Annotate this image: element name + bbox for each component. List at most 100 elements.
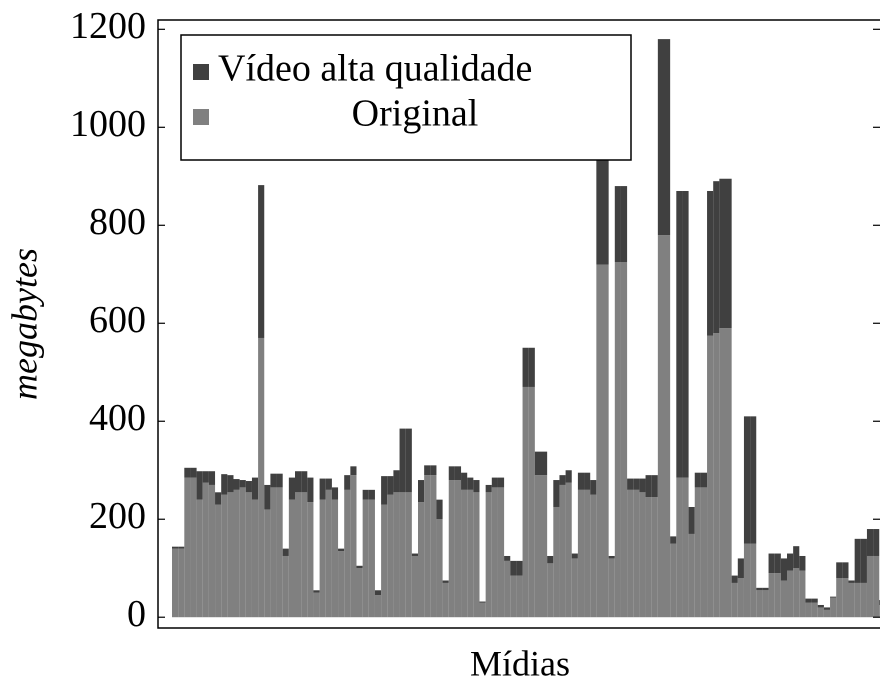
bar-segment	[848, 580, 855, 583]
bar-segment	[762, 587, 769, 591]
bar-segment	[504, 555, 511, 561]
bar-segment	[571, 558, 578, 618]
bar-segment	[424, 465, 431, 476]
bar-segment	[719, 178, 726, 329]
bar-segment	[719, 328, 726, 618]
bar-segment	[276, 487, 283, 618]
bar-segment	[399, 428, 406, 493]
y-tick-label: 600	[89, 299, 146, 341]
bar-segment	[756, 590, 763, 618]
bar-segment	[319, 499, 326, 618]
bar-segment	[172, 546, 179, 549]
bar-segment	[768, 573, 775, 618]
bar-segment	[541, 475, 548, 618]
bar-segment	[368, 489, 375, 500]
bar-segment	[866, 529, 874, 556]
bar-segment	[467, 489, 474, 618]
bar-segment	[258, 185, 265, 338]
bar-segment	[805, 602, 812, 618]
bar-segment	[774, 573, 781, 618]
bar-segment	[479, 602, 486, 618]
y-tick-label: 800	[89, 201, 146, 243]
bar-segment	[866, 555, 874, 618]
bar-segment	[393, 470, 400, 493]
bar-segment	[528, 386, 535, 618]
bar-segment	[282, 555, 289, 618]
bar-segment	[362, 499, 369, 618]
bar-segment	[208, 484, 216, 618]
bar-segment	[221, 474, 228, 495]
bar-segment	[787, 570, 794, 618]
bar-segment	[750, 416, 757, 544]
bar-segment	[362, 489, 369, 500]
bar-segment	[547, 555, 554, 564]
bar-segment	[338, 551, 345, 618]
bar-segment	[454, 466, 462, 481]
bar-segment	[799, 555, 806, 571]
bar-segment	[307, 502, 314, 618]
bar-segment	[768, 553, 775, 574]
bar-segment	[295, 492, 302, 618]
x-axis-label: Mídias	[470, 643, 570, 683]
bar-segment	[608, 558, 615, 618]
bar-segment	[381, 476, 388, 505]
bar-segment	[731, 582, 738, 618]
bar-segment	[436, 499, 443, 520]
bar-segment	[602, 264, 609, 618]
bar-segment	[424, 475, 431, 618]
bar-segment	[688, 533, 695, 618]
bar-segment	[393, 492, 400, 618]
bar-segment	[645, 497, 652, 618]
bar-segment	[873, 555, 880, 618]
bar-segment	[448, 480, 455, 618]
bar-segment	[602, 151, 609, 265]
bar-segment	[258, 337, 265, 618]
bar-segment	[338, 548, 345, 552]
bar-segment	[467, 477, 474, 490]
bar-segment	[608, 555, 615, 559]
bar-segment	[227, 475, 234, 493]
bar-segment	[633, 478, 640, 490]
bar-segment	[830, 597, 837, 618]
y-tick-label: 1000	[70, 103, 146, 145]
bar-segment	[442, 582, 449, 618]
bar-segment	[196, 499, 203, 618]
bar-segment	[516, 560, 523, 576]
bar-segment	[399, 492, 406, 618]
bar-segment	[307, 477, 314, 503]
bar-segment	[485, 492, 492, 618]
bar-segment	[313, 590, 320, 593]
bar-segment	[793, 546, 800, 569]
bar-segment	[688, 506, 695, 534]
bar-segment	[541, 451, 548, 476]
legend-swatch	[193, 64, 209, 80]
bar-segment	[387, 494, 394, 618]
bar-segment	[411, 555, 418, 618]
bar-segment	[682, 190, 689, 478]
bar-segment	[215, 504, 222, 618]
bar-segment	[405, 492, 412, 618]
legend-label: Original	[352, 93, 479, 135]
bar-segment	[331, 487, 339, 500]
bar-segment	[276, 473, 283, 488]
bar-segment	[565, 482, 572, 618]
bar-segment	[676, 190, 683, 478]
bar-segment	[522, 386, 529, 618]
bar-segment	[344, 489, 351, 618]
bar-segment	[196, 471, 203, 500]
bar-segment	[731, 575, 738, 583]
bar-segment	[830, 596, 837, 598]
bar-segment	[614, 262, 621, 618]
y-tick-label: 1200	[70, 5, 146, 47]
bar-segment	[301, 492, 308, 618]
bar-segment	[295, 471, 302, 493]
bar-segment	[787, 553, 794, 571]
bar-segment	[325, 478, 332, 490]
bar-segment	[682, 477, 689, 618]
bar-segment	[823, 607, 831, 610]
bar-segment	[381, 504, 388, 618]
legend-box	[180, 34, 632, 161]
bar-segment	[817, 607, 824, 618]
bar-segment	[461, 472, 468, 490]
